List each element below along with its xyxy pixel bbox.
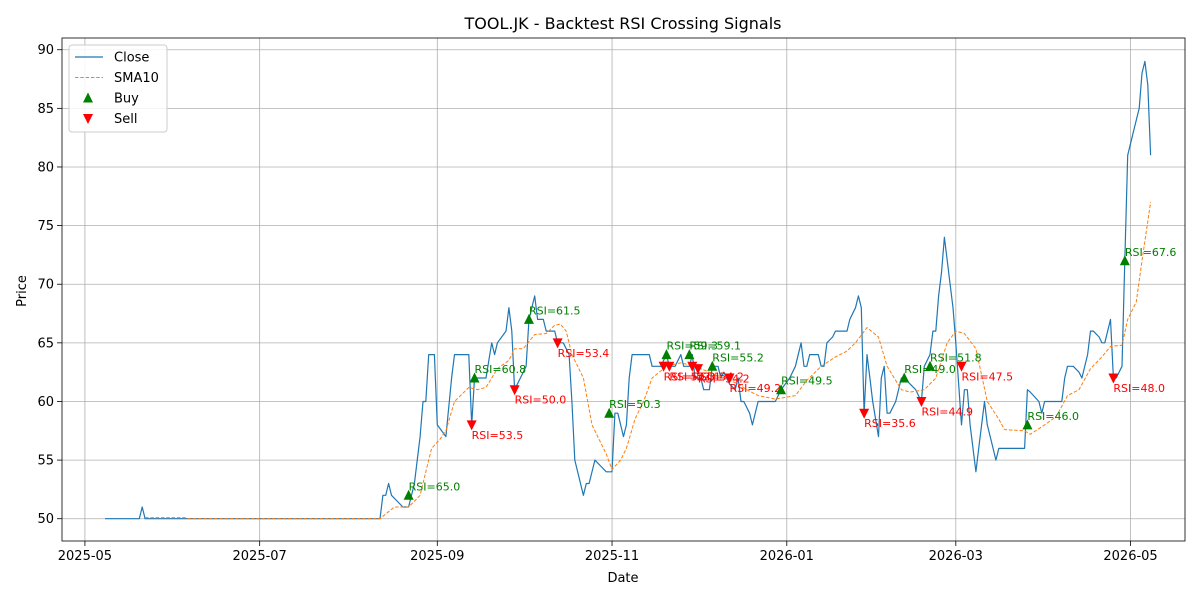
legend-swatch-sell <box>83 114 93 124</box>
y-axis-label: Price <box>15 275 30 307</box>
sell-rsi-label: RSI=53.5 <box>472 429 524 442</box>
legend-label-buy: Buy <box>114 92 139 107</box>
x-tick-label: 2025-05 <box>58 549 112 564</box>
buy-rsi-label: RSI=67.6 <box>1125 246 1177 259</box>
sell-rsi-label: RSI=49.2 <box>729 382 781 395</box>
buy-marker <box>684 349 695 360</box>
y-tick-label: 70 <box>37 278 54 293</box>
sell-rsi-label: RSI=54.2 <box>698 373 750 386</box>
sell-marker <box>916 396 927 407</box>
buy-rsi-label: RSI=55.2 <box>712 351 764 364</box>
x-tick-label: 2025-07 <box>233 549 287 564</box>
sell-marker <box>552 338 563 349</box>
buy-marker <box>1022 419 1033 430</box>
y-tick-label: 60 <box>37 395 54 410</box>
y-tick-label: 50 <box>37 512 54 527</box>
plot-content: RSI=65.0 RSI=60.8 RSI=61.5 RSI=50.3 RSI=59.3… <box>105 60 1177 520</box>
buy-marker <box>899 372 910 383</box>
plot-area: 2025-05 2025-07 2025-09 2025-11 2026-01 2026-… <box>37 37 1186 564</box>
sell-rsi-label: RSI=44.9 <box>921 405 973 418</box>
legend-label-close: Close <box>114 51 149 66</box>
buy-marker <box>707 360 718 371</box>
sell-rsi-label: RSI=47.5 <box>962 370 1014 383</box>
sell-marker <box>466 420 477 431</box>
buy-marker <box>604 407 615 418</box>
buy-marker <box>469 372 480 383</box>
legend: Close SMA10 Buy Sell <box>68 44 168 133</box>
x-tick-label: 2025-11 <box>585 549 639 564</box>
sell-marker <box>509 385 520 396</box>
sell-rsi-label: RSI=52.1 <box>669 370 721 383</box>
buy-rsi-label: RSI=59.3 <box>666 340 718 353</box>
sell-marker <box>664 361 675 372</box>
buy-rsi-label: RSI=49.5 <box>781 375 833 388</box>
sell-marker <box>724 373 735 384</box>
y-tick-label: 75 <box>37 219 54 234</box>
legend-swatch-buy <box>83 92 93 103</box>
y-tick-label: 80 <box>37 160 54 175</box>
buy-marker <box>776 384 787 395</box>
buy-rsi-label: RSI=60.8 <box>475 363 527 376</box>
x-tick-label: 2025-09 <box>410 549 464 564</box>
buy-marker <box>661 349 672 360</box>
sell-marker <box>956 361 967 372</box>
x-axis-label: Date <box>607 571 638 586</box>
buy-marker <box>523 313 534 324</box>
sell-rsi-label: RSI=53.4 <box>558 347 610 360</box>
sell-rsi-label: RSI=50.0 <box>515 394 567 407</box>
buy-marker <box>403 489 414 500</box>
sell-rsi-label: RSI=35.6 <box>864 417 916 430</box>
buy-rsi-label: RSI=61.5 <box>529 304 581 317</box>
buy-rsi-label: RSI=51.8 <box>930 351 982 364</box>
sell-marker <box>1108 373 1119 384</box>
y-tick-label: 90 <box>37 43 54 58</box>
buy-marker <box>1119 255 1130 266</box>
sell-marker <box>859 408 870 419</box>
x-tick-label: 2026-05 <box>1103 549 1157 564</box>
axes-frame <box>61 37 1186 542</box>
sell-rsi-label: RSI=48.0 <box>1113 382 1165 395</box>
x-tick-label: 2026-03 <box>929 549 983 564</box>
buy-rsi-label: RSI=59.1 <box>689 340 741 353</box>
buy-rsi-label: RSI=50.3 <box>609 398 661 411</box>
y-tick-label: 85 <box>37 102 54 117</box>
sell-rsi-label: RSI=52.3 <box>664 370 716 383</box>
x-tick-label: 2026-01 <box>760 549 814 564</box>
sma10-series-line <box>145 202 1152 520</box>
sell-marker <box>692 364 703 375</box>
chart-title: TOOL.JK - Backtest RSI Crossing Signals <box>463 14 781 33</box>
legend-box <box>68 44 168 133</box>
buy-rsi-label: RSI=65.0 <box>409 480 461 493</box>
buy-marker <box>925 360 936 371</box>
legend-label-sell: Sell <box>114 112 137 127</box>
legend-label-sma10: SMA10 <box>114 71 159 86</box>
buy-rsi-label: RSI=46.0 <box>1027 410 1079 423</box>
y-tick-label: 65 <box>37 336 54 351</box>
y-tick-label: 55 <box>37 454 54 469</box>
